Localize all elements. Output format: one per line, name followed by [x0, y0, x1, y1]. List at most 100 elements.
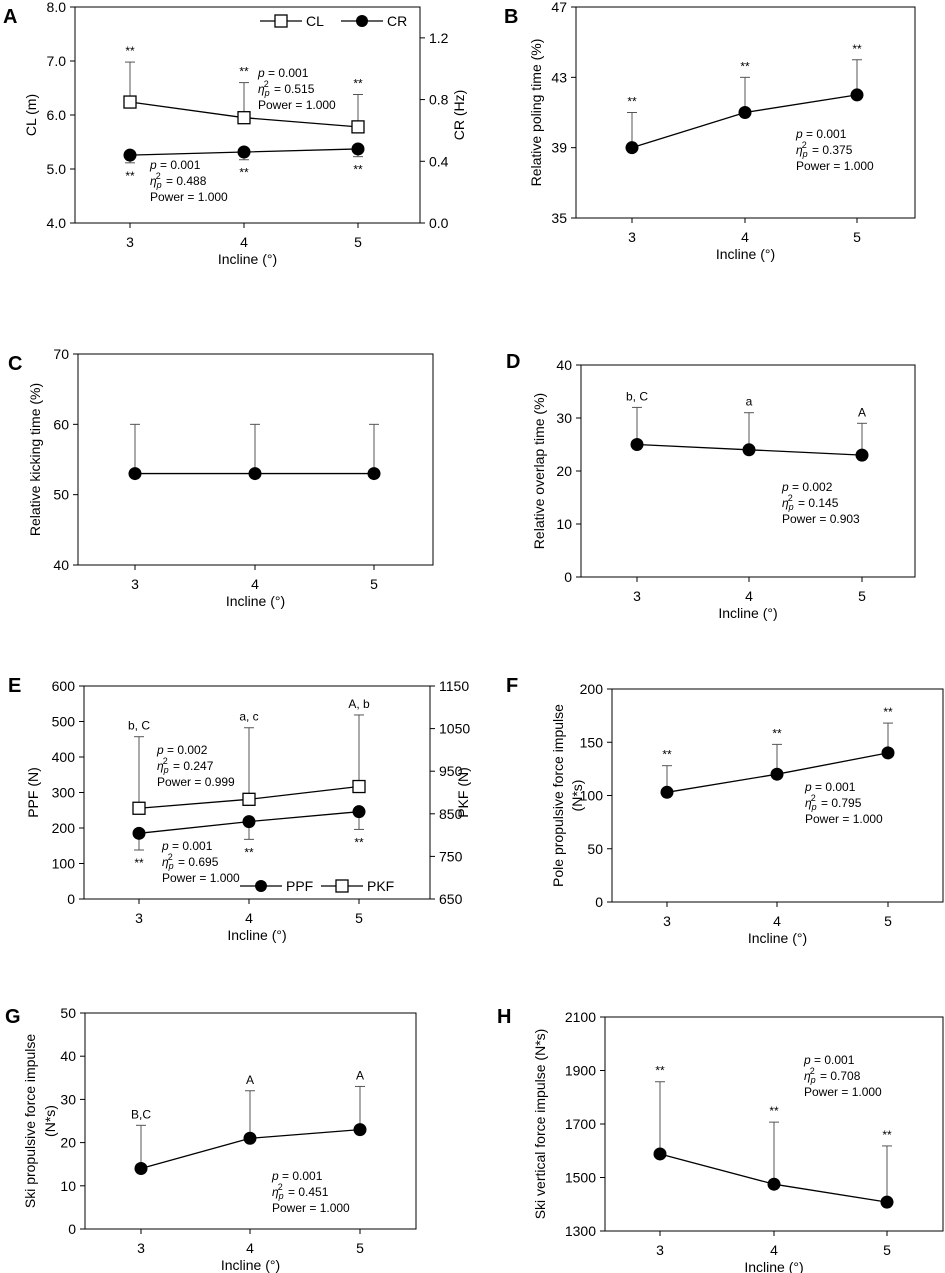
data-point — [352, 805, 366, 819]
x-tick-label: 5 — [356, 1240, 364, 1256]
panel-letter: B — [504, 6, 518, 28]
y-tick-label: 30 — [556, 410, 572, 426]
y-tick-label: 1300 — [565, 1223, 596, 1239]
y-tick-label: 0 — [595, 894, 603, 910]
series-cl: ** ** ** — [123, 44, 365, 134]
data-point — [237, 145, 251, 159]
panel-letter: C — [8, 353, 22, 375]
y-tick-label: 10 — [60, 1178, 76, 1194]
panel-c: C 40 50 60 70 3 4 5 Incline (°) Relative kicking … — [8, 346, 434, 609]
significance-label: b, C — [128, 719, 150, 733]
data-point — [123, 95, 137, 109]
significance-label: ** — [134, 856, 144, 870]
x-tick-label: 4 — [741, 229, 749, 245]
data-point — [738, 106, 752, 119]
y-tick-label: 40 — [60, 1048, 76, 1064]
stat-p-value: p = 0.001 — [271, 1169, 323, 1183]
significance-label: ** — [740, 59, 750, 73]
data-point — [850, 88, 864, 102]
series-pkf: b, C a, c A, b — [128, 697, 370, 815]
y-tick-label: 35 — [551, 210, 567, 226]
y-tick-label: 20 — [556, 463, 572, 479]
legend-label: PPF — [286, 878, 313, 894]
panel-letter: H — [497, 1006, 511, 1028]
data-point — [351, 142, 365, 156]
significance-label: A — [356, 1068, 364, 1082]
y-tick-label: 7.0 — [47, 53, 67, 69]
stat-power: Power = 1.000 — [272, 1201, 350, 1215]
panel-letter: F — [506, 675, 518, 697]
x-tick-label: 3 — [633, 588, 641, 604]
significance-label: A — [246, 1073, 254, 1087]
x-tick-label: 3 — [137, 1240, 145, 1256]
y-tick-label: 60 — [53, 416, 69, 432]
y-tick-label: 200 — [52, 820, 76, 836]
panel-h: H 1300 1500 1700 1900 2100 3 4 5 Incline (°) Ski v… — [497, 1006, 944, 1273]
data-point — [123, 148, 137, 162]
y-tick-label: 2100 — [565, 1009, 596, 1025]
stat-power: Power = 1.000 — [258, 98, 336, 112]
x-axis-label: Incline (°) — [227, 927, 286, 943]
y2-tick-label: 0.4 — [429, 153, 449, 169]
data-point — [630, 438, 644, 451]
y-tick-label: 1900 — [565, 1063, 596, 1079]
legend-marker — [356, 15, 368, 27]
y-tick-label: 10 — [556, 516, 572, 532]
stat-power: Power = 1.000 — [162, 871, 240, 885]
significance-label: ** — [883, 705, 893, 719]
stat-p-value: p = 0.001 — [804, 780, 856, 794]
y-tick-label: 400 — [52, 749, 76, 765]
data-point — [242, 815, 256, 829]
panel-f: F 0 50 100 150 200 3 4 5 Incline (°) Pole propulsi… — [506, 675, 944, 946]
significance-label: A — [858, 405, 866, 419]
y2-tick-label: 850 — [439, 806, 463, 822]
legend-label: CR — [387, 13, 407, 29]
x-tick-label: 3 — [656, 1242, 664, 1258]
legend: PPF PKF — [240, 878, 394, 894]
x-tick-label: 3 — [628, 229, 636, 245]
data-point — [352, 779, 366, 794]
y2-tick-label: 750 — [439, 848, 463, 864]
significance-label: ** — [244, 845, 254, 859]
data-point — [880, 1195, 894, 1209]
x-tick-label: 5 — [354, 234, 362, 250]
data-point — [237, 111, 251, 125]
data-point — [132, 826, 146, 840]
y-tick-label: 1700 — [565, 1116, 596, 1132]
series-relative-kicking-time — [128, 423, 381, 481]
significance-label: ** — [772, 726, 782, 740]
x-axis-label: Incline (°) — [718, 605, 777, 621]
series-relative-poling-time: ** ** ** — [625, 42, 864, 155]
y-tick-label: 40 — [53, 557, 69, 573]
x-tick-label: 4 — [246, 1240, 254, 1256]
y-tick-label: 70 — [53, 346, 69, 362]
y-tick-label: 300 — [52, 785, 76, 801]
stat-power: Power = 1.000 — [804, 1085, 882, 1099]
y-tick-label: 43 — [551, 69, 567, 85]
y2-tick-label: 650 — [439, 891, 463, 907]
data-point — [248, 467, 262, 481]
significance-label: B,C — [131, 1107, 151, 1121]
y-tick-label: 8.0 — [47, 0, 67, 15]
y-axis-label: CL (m) — [23, 94, 39, 136]
data-point — [855, 448, 869, 462]
significance-label: ** — [353, 76, 363, 90]
significance-label: ** — [769, 1104, 779, 1118]
y-axis-label: Ski vertical force impulse (N*s) — [532, 1029, 548, 1220]
legend-label: CL — [306, 13, 324, 29]
significance-label: ** — [627, 95, 637, 109]
stat-eta-squared: ηp2 = 0.375 — [796, 140, 853, 159]
data-point — [660, 785, 674, 799]
y-axis-label: Ski propulsive force impulse (N*s) — [22, 1034, 58, 1209]
significance-label: ** — [353, 163, 363, 177]
y2-axis-label: CR (Hz) — [451, 90, 467, 141]
x-axis-label: Incline (°) — [218, 251, 277, 267]
data-point — [770, 767, 784, 781]
panel-letter: G — [5, 1006, 21, 1028]
